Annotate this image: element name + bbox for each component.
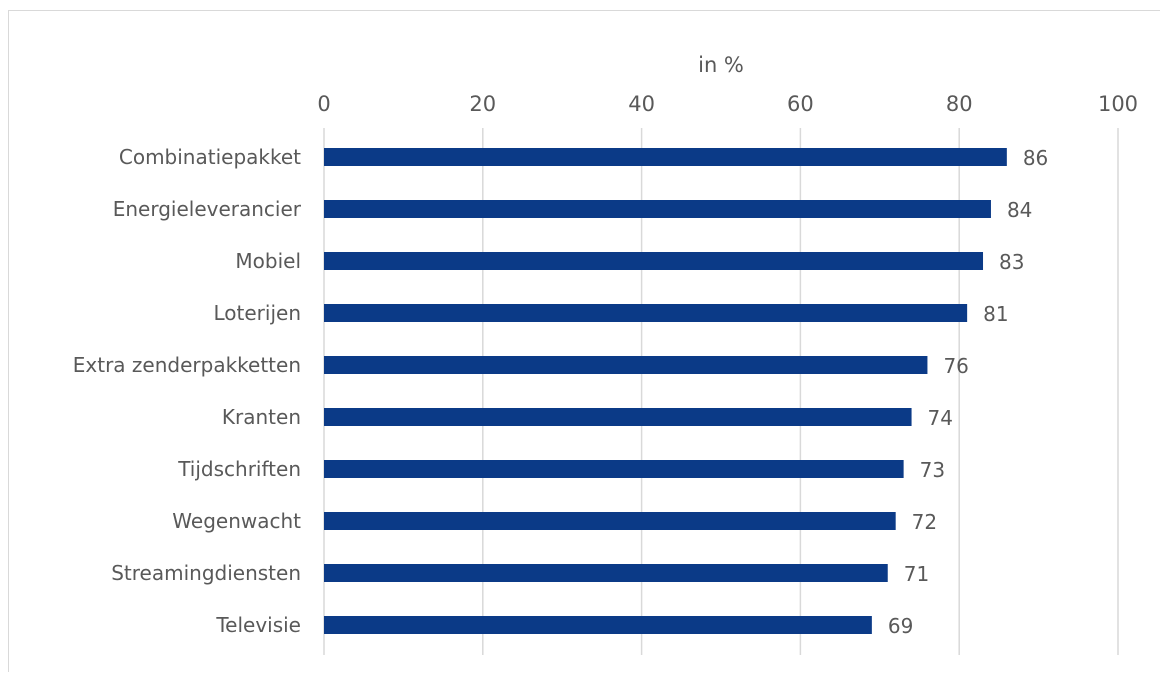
- category-label: Combinatiepakket: [119, 145, 301, 169]
- category-label: Televisie: [215, 613, 301, 637]
- value-label: 74: [928, 406, 953, 430]
- category-label: Extra zenderpakketten: [73, 353, 301, 377]
- category-label: Mobiel: [235, 249, 301, 273]
- x-tick-label-0: 0: [317, 92, 330, 116]
- bar-wegenwacht: [324, 512, 896, 530]
- bars: [324, 148, 1007, 634]
- bar-streamingdiensten: [324, 564, 888, 582]
- x-tick-label-20: 20: [469, 92, 496, 116]
- category-labels: Combinatiepakket Energieleverancier Mobiel…: [73, 145, 302, 637]
- value-label: 69: [888, 614, 913, 638]
- bar-tijdschriften: [324, 460, 904, 478]
- value-label: 84: [1007, 198, 1032, 222]
- category-label: Streamingdiensten: [111, 561, 301, 585]
- bar-extra-zenderpakketten: [324, 356, 928, 374]
- category-label: Wegenwacht: [172, 509, 301, 533]
- bar-kranten: [324, 408, 912, 426]
- x-tick-label-80: 80: [946, 92, 973, 116]
- value-label: 76: [943, 354, 968, 378]
- category-label: Tijdschriften: [177, 457, 301, 481]
- x-axis-ticks: 0 20 40 60 80 100: [317, 92, 1138, 116]
- value-label: 71: [904, 562, 929, 586]
- chart-frame: [8, 10, 1160, 672]
- category-label: Kranten: [222, 405, 301, 429]
- value-label: 86: [1023, 146, 1048, 170]
- value-labels: 86 84 83 81 76 74 73 72 71 69: [888, 146, 1048, 638]
- value-label: 83: [999, 250, 1024, 274]
- category-label: Energieleverancier: [113, 197, 302, 221]
- value-label: 72: [912, 510, 937, 534]
- value-label: 73: [920, 458, 945, 482]
- bar-combinatiepakket: [324, 148, 1007, 166]
- x-tick-label-40: 40: [628, 92, 655, 116]
- bar-loterijen: [324, 304, 968, 322]
- x-tick-label-60: 60: [787, 92, 814, 116]
- value-label: 81: [983, 302, 1008, 326]
- category-label: Loterijen: [214, 301, 302, 325]
- bar-televisie: [324, 616, 872, 634]
- bar-mobiel: [324, 252, 984, 270]
- x-tick-label-100: 100: [1098, 92, 1138, 116]
- x-axis-title: in %: [698, 53, 744, 77]
- bar-energieleverancier: [324, 200, 991, 218]
